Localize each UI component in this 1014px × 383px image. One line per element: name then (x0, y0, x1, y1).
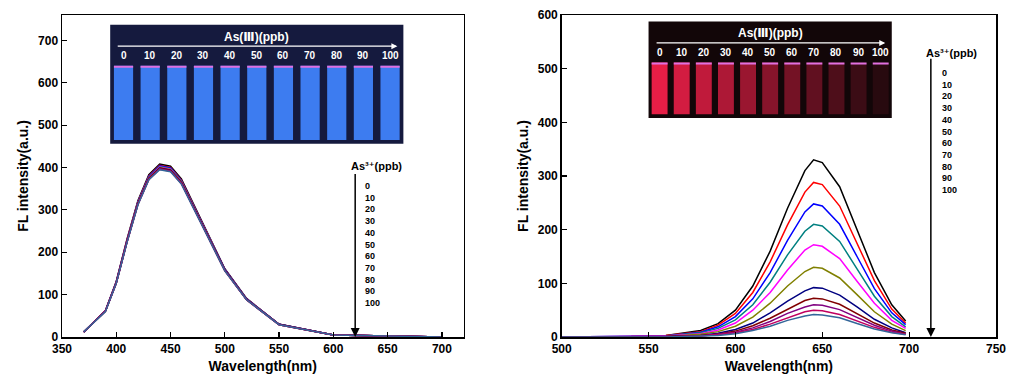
svg-text:Wavelength(nm): Wavelength(nm) (725, 358, 833, 374)
svg-text:600: 600 (538, 8, 558, 22)
svg-text:50: 50 (251, 50, 263, 61)
svg-text:500: 500 (38, 118, 58, 132)
svg-text:100: 100 (538, 277, 558, 291)
svg-text:200: 200 (38, 245, 58, 259)
svg-text:10: 10 (676, 47, 688, 58)
svg-text:As³⁺(ppb): As³⁺(ppb) (926, 47, 977, 59)
svg-text:FL intensity(a.u.): FL intensity(a.u.) (15, 120, 31, 232)
svg-text:10: 10 (144, 50, 156, 61)
svg-text:70: 70 (304, 50, 316, 61)
svg-text:700: 700 (38, 34, 58, 48)
svg-text:400: 400 (38, 161, 58, 175)
svg-text:500: 500 (215, 342, 235, 356)
svg-text:80: 80 (830, 47, 842, 58)
svg-text:700: 700 (432, 342, 452, 356)
svg-text:0102030405060708090100: 0102030405060708090100 (942, 68, 957, 195)
svg-text:300: 300 (538, 169, 558, 183)
svg-text:550: 550 (269, 342, 289, 356)
svg-text:90: 90 (853, 47, 865, 58)
svg-text:60: 60 (277, 50, 289, 61)
svg-text:0102030405060708090100: 0102030405060708090100 (365, 181, 380, 308)
svg-text:350: 350 (52, 342, 72, 356)
svg-text:20: 20 (698, 47, 710, 58)
svg-text:100: 100 (382, 50, 399, 61)
svg-text:60: 60 (786, 47, 798, 58)
svg-text:70: 70 (808, 47, 820, 58)
svg-text:750: 750 (986, 342, 1006, 356)
svg-text:650: 650 (812, 342, 832, 356)
svg-text:Wavelength(nm): Wavelength(nm) (209, 358, 317, 374)
svg-text:As(Ⅲ)(ppb): As(Ⅲ)(ppb) (738, 26, 803, 40)
svg-text:FL intensity(a.u.): FL intensity(a.u.) (515, 120, 531, 232)
svg-text:650: 650 (378, 342, 398, 356)
svg-text:30: 30 (720, 47, 732, 58)
svg-text:40: 40 (742, 47, 754, 58)
svg-text:450: 450 (161, 342, 181, 356)
svg-text:30: 30 (197, 50, 209, 61)
svg-text:0: 0 (657, 47, 663, 58)
svg-text:600: 600 (725, 342, 745, 356)
svg-text:400: 400 (538, 116, 558, 130)
svg-text:90: 90 (357, 50, 369, 61)
svg-text:40: 40 (224, 50, 236, 61)
svg-text:50: 50 (764, 47, 776, 58)
svg-text:500: 500 (538, 62, 558, 76)
svg-text:600: 600 (323, 342, 343, 356)
svg-text:550: 550 (639, 342, 659, 356)
svg-text:As(Ⅲ)(ppb): As(Ⅲ)(ppb) (224, 30, 289, 44)
svg-text:0: 0 (51, 330, 58, 344)
svg-text:700: 700 (899, 342, 919, 356)
svg-text:As³⁺(ppb): As³⁺(ppb) (351, 160, 402, 172)
svg-text:0: 0 (551, 330, 558, 344)
svg-text:20: 20 (171, 50, 183, 61)
svg-text:100: 100 (38, 288, 58, 302)
svg-text:200: 200 (538, 223, 558, 237)
svg-text:400: 400 (106, 342, 126, 356)
svg-text:500: 500 (552, 342, 572, 356)
svg-text:100: 100 (872, 47, 889, 58)
svg-text:600: 600 (38, 76, 58, 90)
svg-text:80: 80 (331, 50, 343, 61)
svg-text:300: 300 (38, 203, 58, 217)
svg-text:0: 0 (121, 50, 127, 61)
